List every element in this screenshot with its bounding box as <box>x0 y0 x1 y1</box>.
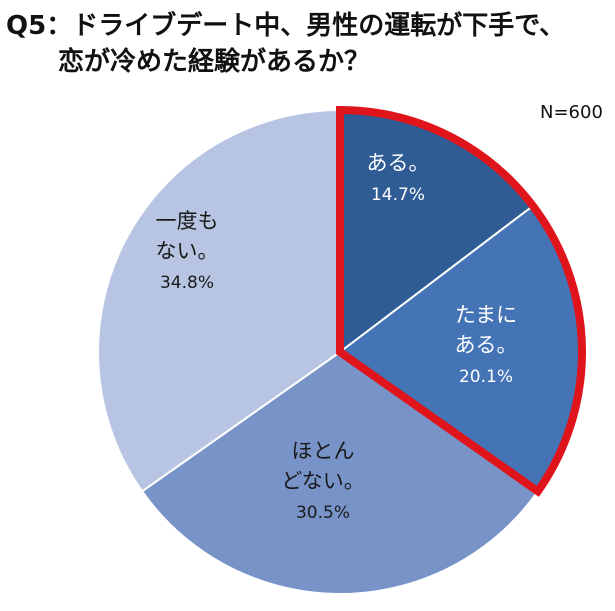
slice-label-group-1: ある。 14.7% <box>367 151 430 205</box>
sample-size-note: N=600 <box>540 102 603 123</box>
slice-category-label-4: 一度も <box>156 209 219 233</box>
slice-value-label-3: 30.5% <box>296 503 350 523</box>
slice-category-label-4: ない。 <box>156 239 219 263</box>
chart-title: Q5：ドライブデート中、男性の運転が下手で、 恋が冷めた経験があるか？ <box>6 8 565 80</box>
chart-title-line2: 恋が冷めた経験があるか？ <box>58 47 371 77</box>
pie-slice-3 <box>140 350 540 595</box>
slice-value-label-4: 34.8% <box>160 273 214 293</box>
chart-title-line1: Q5：ドライブデート中、男性の運転が下手で、 <box>6 11 566 41</box>
slice-value-label-2: 20.1% <box>459 367 513 387</box>
slice-category-label-3: どない。 <box>281 469 365 493</box>
slice-category-label-2: ある。 <box>455 333 518 357</box>
highlight-outline <box>336 105 586 497</box>
slice-category-label-3: ほとん <box>292 439 355 463</box>
pie-slice-4 <box>97 108 341 493</box>
slice-value-label-1: 14.7% <box>371 185 425 205</box>
slice-category-label-1: ある。 <box>367 151 430 175</box>
slice-category-label-2: たまに <box>455 303 517 327</box>
